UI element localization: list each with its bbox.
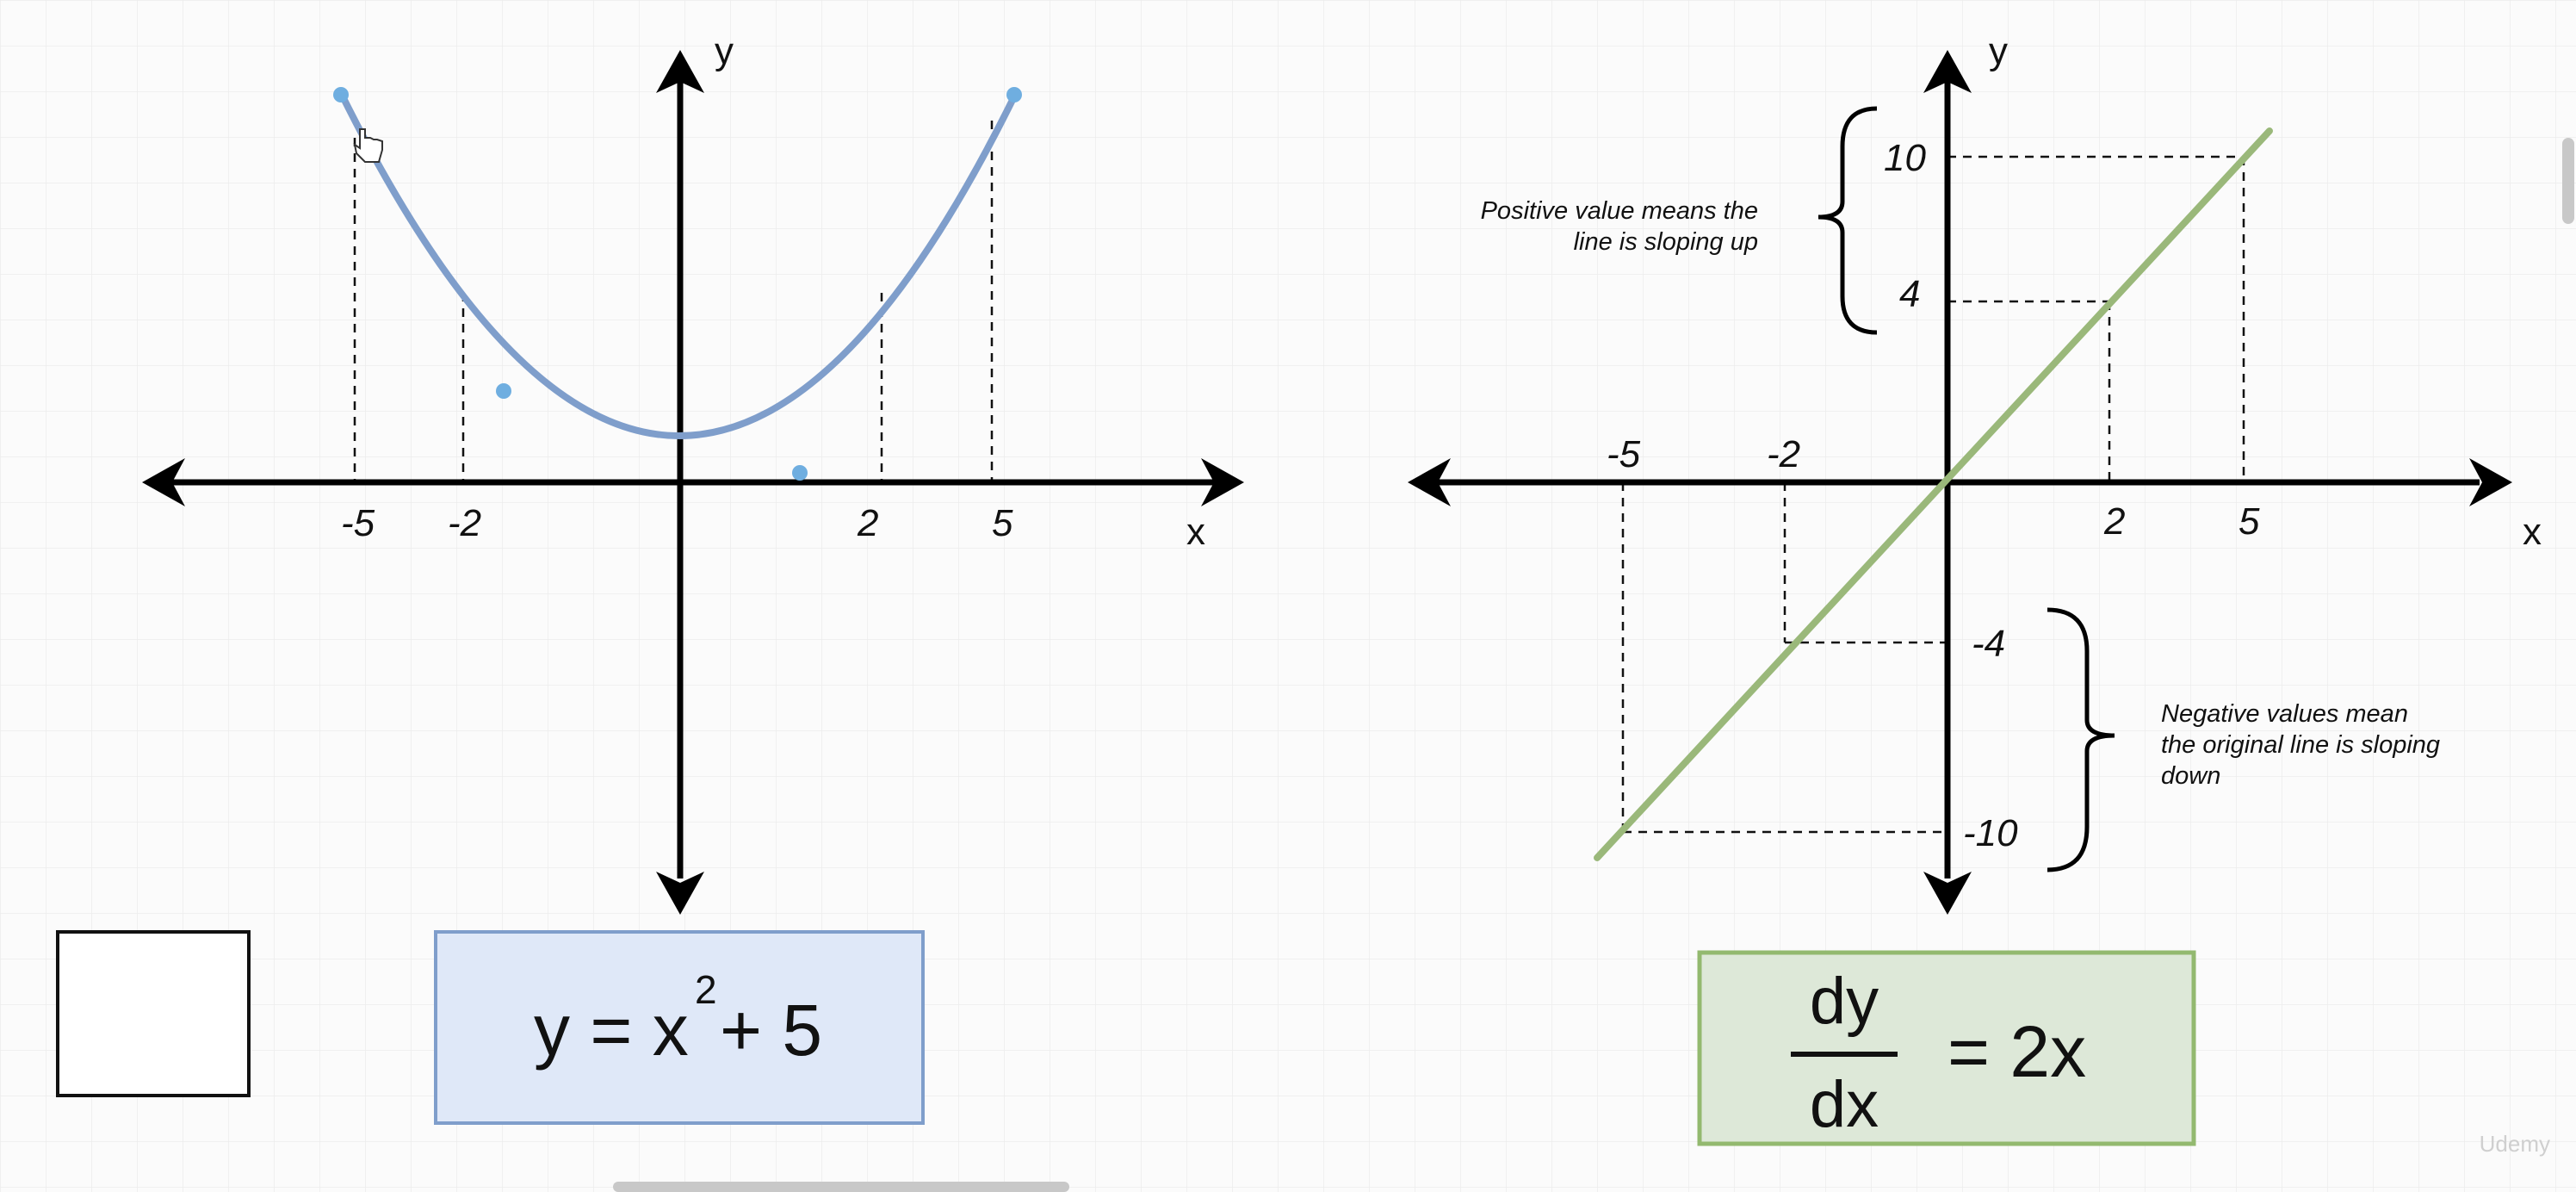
derivative-y-axis-top-arrow	[1923, 50, 1972, 93]
curve-endpoint-left	[333, 87, 349, 102]
negative-annotation-line: Negative values mean	[2161, 700, 2408, 728]
function-equation-exponent: 2	[695, 967, 717, 1012]
derivative-x-tick-label: 5	[2239, 500, 2260, 543]
function-y-label: y	[715, 30, 734, 72]
horizontal-scrollbar[interactable]	[613, 1182, 1069, 1192]
empty-box	[56, 930, 251, 1097]
parabola-curve	[339, 93, 1018, 439]
function-tick-label: -2	[448, 502, 481, 544]
derivative-guide-lines	[1621, 155, 2245, 834]
positive-bracket	[1817, 106, 1878, 335]
derivative-y-tick-label: -10	[1963, 812, 2018, 854]
hand-cursor-icon	[353, 128, 383, 163]
curve-endpoint-right	[1006, 87, 1022, 102]
function-graph: y x -5 -2 2 5 y = x 2 + 5	[56, 30, 1244, 1125]
derivative-graph: y x -5 -2 2 5 10 4 -4 -10 Positive value…	[1408, 30, 2542, 1146]
derivative-x-label: x	[2523, 511, 2542, 553]
derivative-x-tick-label: 2	[2103, 500, 2125, 543]
positive-annotation-line: line is sloping up	[1574, 228, 1758, 256]
function-y-axis-top-arrow	[656, 50, 704, 93]
function-y-axis-bottom-arrow	[656, 872, 704, 915]
derivative-equation-numerator: dy	[1810, 965, 1879, 1038]
derivative-x-tick-label: -5	[1607, 433, 1641, 475]
function-equation-rhs: + 5	[720, 990, 822, 1071]
derivative-equation-box	[1697, 950, 2196, 1146]
function-x-label: x	[1186, 511, 1205, 553]
derivative-x-axis-right-arrow	[2469, 458, 2512, 506]
function-tick-label: 2	[857, 502, 878, 544]
derivative-equation-denominator: dx	[1810, 1068, 1879, 1141]
function-x-axis-left-arrow	[142, 458, 185, 506]
function-equation-lhs: y = x	[534, 990, 689, 1071]
derivative-y-tick-label: -4	[1972, 623, 2005, 665]
derivative-line	[1594, 127, 2273, 861]
stray-point	[496, 383, 511, 399]
udemy-watermark: Udemy	[2479, 1131, 2550, 1157]
derivative-y-tick-label: 10	[1884, 137, 1926, 179]
negative-annotation-line: down	[2161, 762, 2220, 790]
negative-annotation-line: the original line is sloping	[2161, 731, 2440, 759]
derivative-x-tick-label: -2	[1767, 433, 1800, 475]
derivative-y-label: y	[1989, 30, 2008, 72]
derivative-x-axis-left-arrow	[1408, 458, 1451, 506]
function-tick-label: -5	[341, 502, 375, 544]
function-x-axis-right-arrow	[1201, 458, 1244, 506]
derivative-y-tick-label: 4	[1899, 273, 1920, 315]
derivative-equation-rhs: = 2x	[1947, 1011, 2086, 1092]
vertical-scrollbar[interactable]	[2562, 138, 2574, 224]
stray-point	[792, 465, 808, 481]
derivative-y-axis-bottom-arrow	[1923, 872, 1972, 915]
negative-bracket	[2047, 607, 2115, 872]
positive-annotation-line: Positive value means the	[1481, 197, 1758, 225]
function-equation-box	[434, 930, 925, 1125]
function-tick-label: 5	[992, 502, 1013, 544]
function-guide-lines	[353, 121, 994, 482]
